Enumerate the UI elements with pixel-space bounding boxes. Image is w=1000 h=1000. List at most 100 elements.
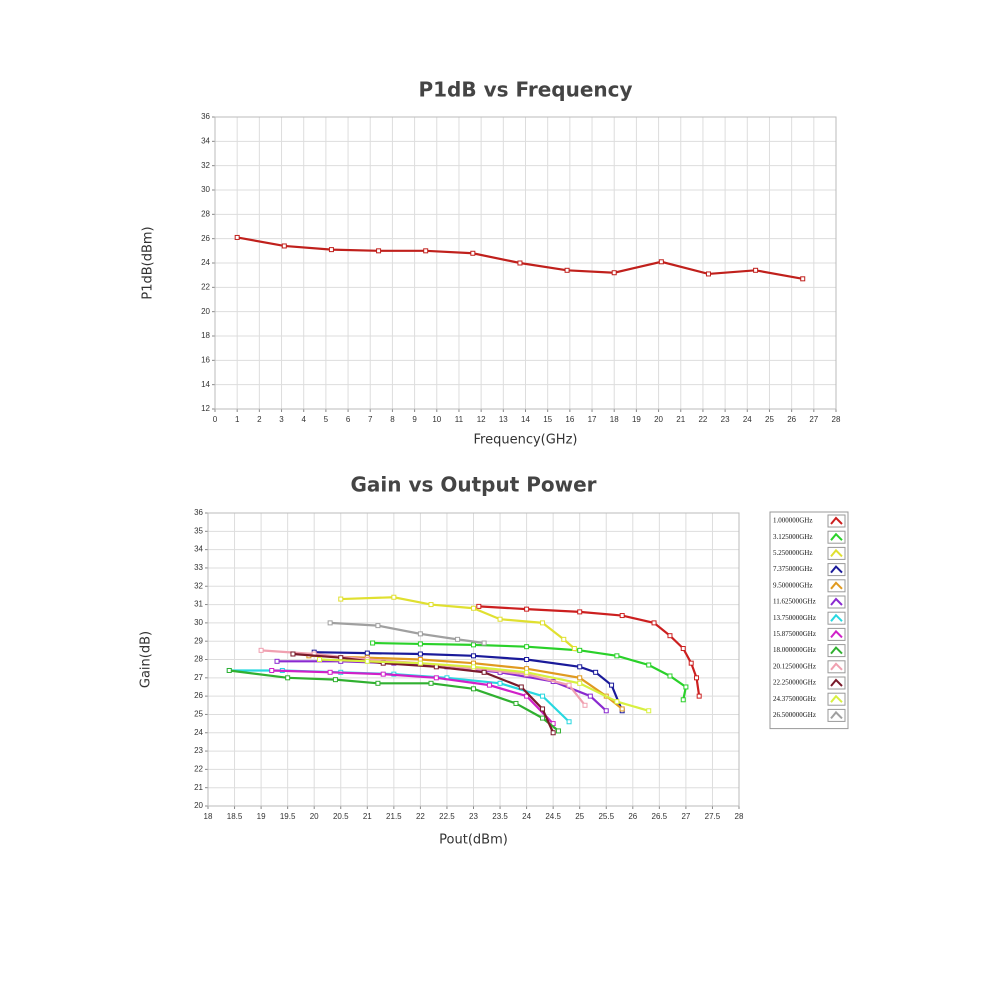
marker [705, 271, 711, 277]
y-tick-label: 26 [194, 691, 203, 700]
marker [470, 250, 476, 256]
y-tick-label: 16 [201, 355, 210, 364]
marker [577, 609, 583, 615]
x-tick-label: 6 [346, 415, 351, 424]
marker [417, 651, 423, 657]
y-tick-label: 34 [201, 136, 210, 145]
marker [380, 671, 386, 677]
x-tick-label: 12 [477, 415, 486, 424]
legend-swatch [830, 694, 843, 703]
x-tick-label: 15 [543, 415, 552, 424]
x-tick-label: 3 [279, 415, 284, 424]
x-tick-label: 20.5 [333, 812, 349, 821]
marker [524, 644, 530, 650]
marker [582, 702, 588, 708]
y-tick-label: 22 [201, 282, 210, 291]
x-tick-label: 18 [610, 415, 619, 424]
marker [540, 715, 546, 721]
marker [370, 640, 376, 646]
marker [497, 616, 503, 622]
marker [471, 664, 476, 670]
x-axis-label: Frequency(GHz) [474, 433, 578, 448]
y-tick-label: 33 [194, 563, 203, 572]
y-tick-label: 29 [194, 636, 203, 645]
y-tick-label: 34 [194, 545, 203, 554]
marker [364, 650, 370, 656]
marker [566, 682, 572, 688]
legend-swatch-box [827, 660, 846, 674]
marker [513, 700, 519, 706]
marker [328, 247, 334, 253]
legend-label: 7.375000GHz [773, 565, 812, 573]
marker [524, 606, 530, 612]
y-tick-label: 32 [194, 581, 203, 590]
marker [646, 662, 652, 668]
marker [285, 675, 291, 681]
marker [680, 646, 686, 652]
x-tick-label: 19 [257, 812, 266, 821]
x-tick-label: 23 [469, 812, 478, 821]
y-tick-label: 28 [194, 655, 203, 664]
x-tick-label: 14 [521, 415, 530, 424]
y-tick-label: 25 [194, 710, 203, 719]
x-tick-label: 18.5 [227, 812, 243, 821]
legend-swatch-box [827, 708, 846, 722]
legend-swatch-box [827, 595, 846, 609]
x-tick-label: 17 [588, 415, 597, 424]
marker [290, 651, 296, 657]
x-tick-label: 1 [235, 415, 240, 424]
marker [619, 706, 625, 712]
x-tick-label: 10 [432, 415, 441, 424]
legend-swatch [830, 597, 843, 606]
legend-label: 15.875000GHz [773, 630, 816, 638]
y-tick-label: 24 [194, 728, 203, 737]
marker [564, 267, 570, 273]
data-line [372, 641, 688, 701]
y-tick-label: 30 [201, 185, 210, 194]
y-tick-label: 22 [194, 764, 203, 773]
x-tick-label: 24 [743, 415, 752, 424]
legend-swatch [830, 532, 843, 541]
marker [417, 660, 423, 666]
marker [524, 657, 530, 662]
marker [609, 682, 615, 688]
x-tick-label: 23.5 [492, 812, 508, 821]
marker [375, 623, 381, 629]
marker [471, 605, 476, 611]
legend-swatch [830, 516, 843, 525]
x-tick-label: 2 [257, 415, 262, 424]
marker [226, 667, 232, 673]
y-tick-label: 36 [194, 508, 203, 517]
y-tick-label: 18 [201, 331, 210, 340]
marker [417, 631, 423, 637]
legend-swatch-box [827, 530, 846, 544]
x-tick-label: 20 [310, 812, 319, 821]
x-tick-label: 26 [787, 415, 796, 424]
marker [375, 680, 381, 686]
marker [481, 669, 487, 675]
legend-swatch-box [827, 692, 846, 706]
data-line [330, 621, 485, 645]
marker [561, 636, 567, 642]
x-tick-label: 21 [363, 812, 372, 821]
marker [540, 706, 546, 712]
y-tick-label: 21 [194, 783, 203, 792]
x-tick-label: 23 [721, 415, 730, 424]
legend-swatch [830, 678, 843, 687]
legend-label: 11.625000GHz [773, 598, 816, 606]
marker [455, 636, 461, 642]
y-axis-label: P1dB(dBm) [141, 226, 156, 299]
x-tick-label: 24 [522, 812, 531, 821]
marker [364, 658, 370, 664]
x-tick-label: 22 [416, 812, 425, 821]
legend-label: 5.250000GHz [773, 549, 812, 557]
marker [540, 620, 546, 626]
marker [417, 641, 423, 647]
x-tick-label: 20 [654, 415, 663, 424]
marker [332, 677, 338, 683]
y-tick-label: 26 [201, 234, 210, 243]
legend-swatch-box [827, 644, 846, 658]
data-line [277, 660, 607, 712]
data-line [340, 596, 576, 650]
